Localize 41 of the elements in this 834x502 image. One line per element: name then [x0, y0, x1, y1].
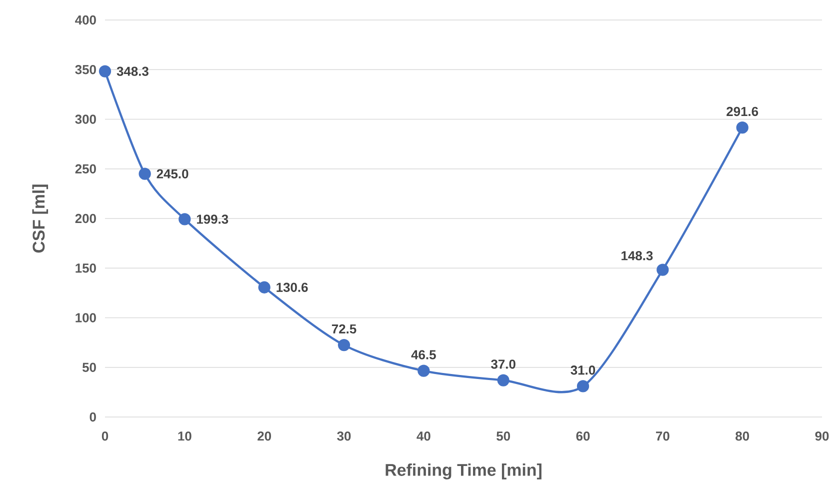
- x-tick-label: 80: [736, 432, 750, 441]
- point: [178, 213, 191, 226]
- data-label: 291.6: [726, 106, 758, 116]
- point: [736, 122, 748, 134]
- data-label: 31.0: [570, 366, 596, 375]
- data-label: 148.3: [622, 251, 653, 260]
- data-label: 130.6: [276, 282, 308, 292]
- data-label: 46.5: [411, 350, 436, 360]
- x-tick-label: 60: [576, 432, 590, 441]
- point: [258, 281, 270, 294]
- point: [576, 380, 590, 392]
- point: [338, 338, 350, 352]
- point: [98, 65, 112, 78]
- point: [656, 264, 669, 276]
- x-tick-label: 20: [258, 432, 272, 441]
- x-tick-label: 30: [337, 432, 351, 441]
- y-tick-label: 300: [75, 114, 96, 124]
- y-tick-label: 100: [76, 313, 96, 322]
- data-label: 37.0: [491, 360, 516, 369]
- x-tick-label: 40: [416, 432, 430, 441]
- data-label: 72.5: [332, 324, 356, 334]
- x-tick-label: 50: [496, 432, 510, 441]
- data-label: 245.0: [156, 169, 188, 178]
- data-label: 199.3: [196, 214, 228, 224]
- x-tick-label: 90: [815, 432, 829, 441]
- data-label: 348.3: [116, 66, 148, 76]
- x-tick-label: 0: [102, 432, 108, 441]
- y-tick-label: 400: [75, 15, 96, 25]
- x-tick-label: 70: [656, 432, 670, 441]
- y-tick-label: 150: [76, 264, 96, 273]
- x-tick-label: 10: [178, 432, 192, 441]
- point: [138, 168, 151, 180]
- point: [497, 374, 510, 386]
- y-tick-label: 200: [75, 214, 96, 224]
- y-tick-label: 50: [82, 362, 96, 372]
- y-tick-label: 250: [75, 164, 96, 174]
- y-tick-label: 0: [90, 412, 96, 422]
- x-axis-title: Refining Time [min]: [386, 464, 542, 480]
- y-tick-label: 350: [75, 65, 96, 74]
- point: [418, 364, 430, 377]
- y-axis-title: CSF [ml]: [32, 184, 48, 253]
